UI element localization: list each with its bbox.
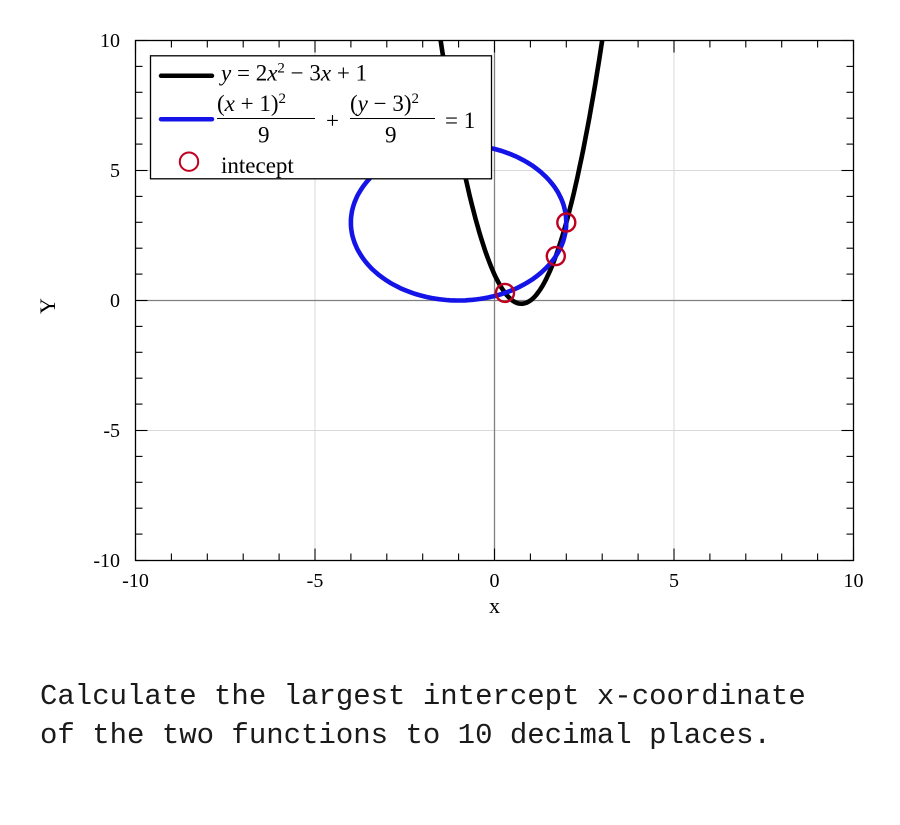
svg-text:5: 5 [669, 570, 679, 592]
svg-text:(x + 1)2: (x + 1)2 [217, 91, 286, 116]
svg-text:-10: -10 [122, 570, 149, 592]
svg-text:-5: -5 [103, 420, 120, 442]
svg-text:0: 0 [110, 290, 120, 312]
svg-text:-5: -5 [307, 570, 324, 592]
svg-text:9: 9 [385, 123, 397, 148]
svg-text:0: 0 [490, 570, 500, 592]
svg-text:5: 5 [110, 160, 120, 182]
svg-text:= 1: = 1 [445, 108, 475, 133]
svg-text:y = 2x2 − 3x + 1: y = 2x2 − 3x + 1 [219, 61, 367, 86]
svg-text:(y − 3)2: (y − 3)2 [350, 91, 419, 116]
svg-text:-10: -10 [93, 550, 120, 572]
svg-text:10: 10 [100, 30, 120, 52]
svg-text:Y: Y [35, 298, 60, 314]
svg-text:x: x [489, 593, 500, 618]
svg-text:9: 9 [258, 123, 270, 148]
svg-text:+: + [326, 108, 339, 133]
svg-text:10: 10 [844, 570, 864, 592]
svg-text:intecept: intecept [221, 153, 294, 178]
